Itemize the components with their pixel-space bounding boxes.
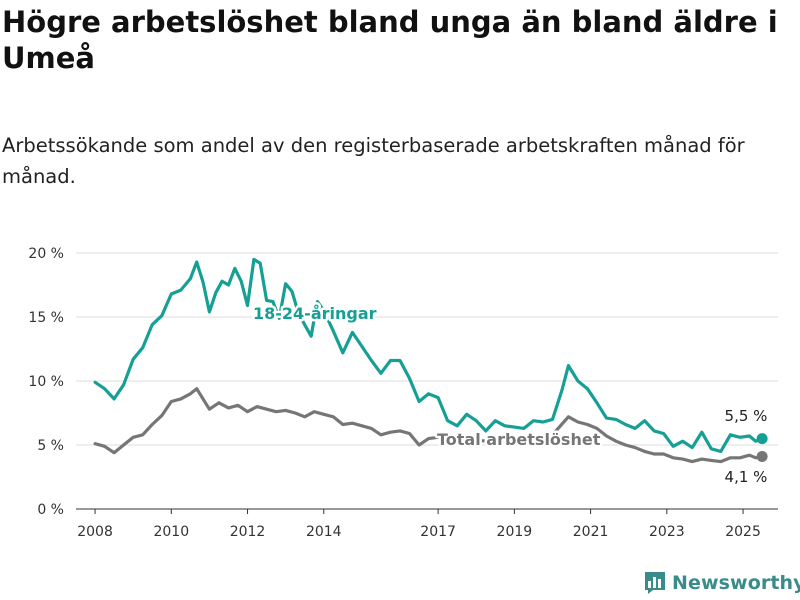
x-tick-label: 2019 (497, 524, 533, 540)
chart-subtitle: Arbetssökande som andel av den registerb… (2, 134, 745, 188)
bar-chart-logo-icon (645, 572, 665, 594)
end-point-total (756, 451, 768, 463)
newsworthy-logo: Newsworthy (644, 568, 800, 598)
x-tick-label: 2025 (725, 524, 761, 540)
series-line-youth (93, 257, 764, 453)
y-tick-label: 10 % (28, 374, 64, 390)
end-value-youth: 5,5 % (725, 407, 768, 425)
y-axis: 0 % 5 % 10 % 15 % 20 % (28, 246, 64, 518)
series-label-total-halo: Total arbetslöshet (437, 430, 601, 449)
brand-name: Newsworthy (672, 572, 800, 594)
x-tick-label: 2008 (77, 524, 113, 540)
x-tick-label: 2017 (420, 524, 456, 540)
x-axis: 2008 2010 2012 2014 2017 2019 2021 2023 2025 (77, 509, 761, 540)
series-lines (93, 257, 768, 464)
y-tick-label: 20 % (28, 246, 64, 262)
x-tick-label: 2023 (649, 524, 685, 540)
series-line-total (93, 387, 764, 464)
chart-title: Högre arbetslöshet bland unga än bland ä… (2, 5, 778, 75)
end-value-total: 4,1 % (725, 468, 768, 486)
x-tick-label: 2010 (153, 524, 189, 540)
y-tick-label: 0 % (37, 502, 64, 518)
y-tick-label: 5 % (37, 438, 64, 454)
y-tick-label: 15 % (28, 310, 64, 326)
x-tick-label: 2021 (573, 524, 609, 540)
series-label-youth-halo: 18-24-åringar (253, 304, 377, 323)
x-tick-label: 2014 (306, 524, 342, 540)
gridlines (76, 252, 778, 510)
x-tick-label: 2012 (230, 524, 266, 540)
series-label-total: Total arbetslöshet (437, 430, 601, 449)
end-point-youth (756, 433, 768, 445)
series-label-youth: 18-24-åringar (253, 304, 377, 323)
